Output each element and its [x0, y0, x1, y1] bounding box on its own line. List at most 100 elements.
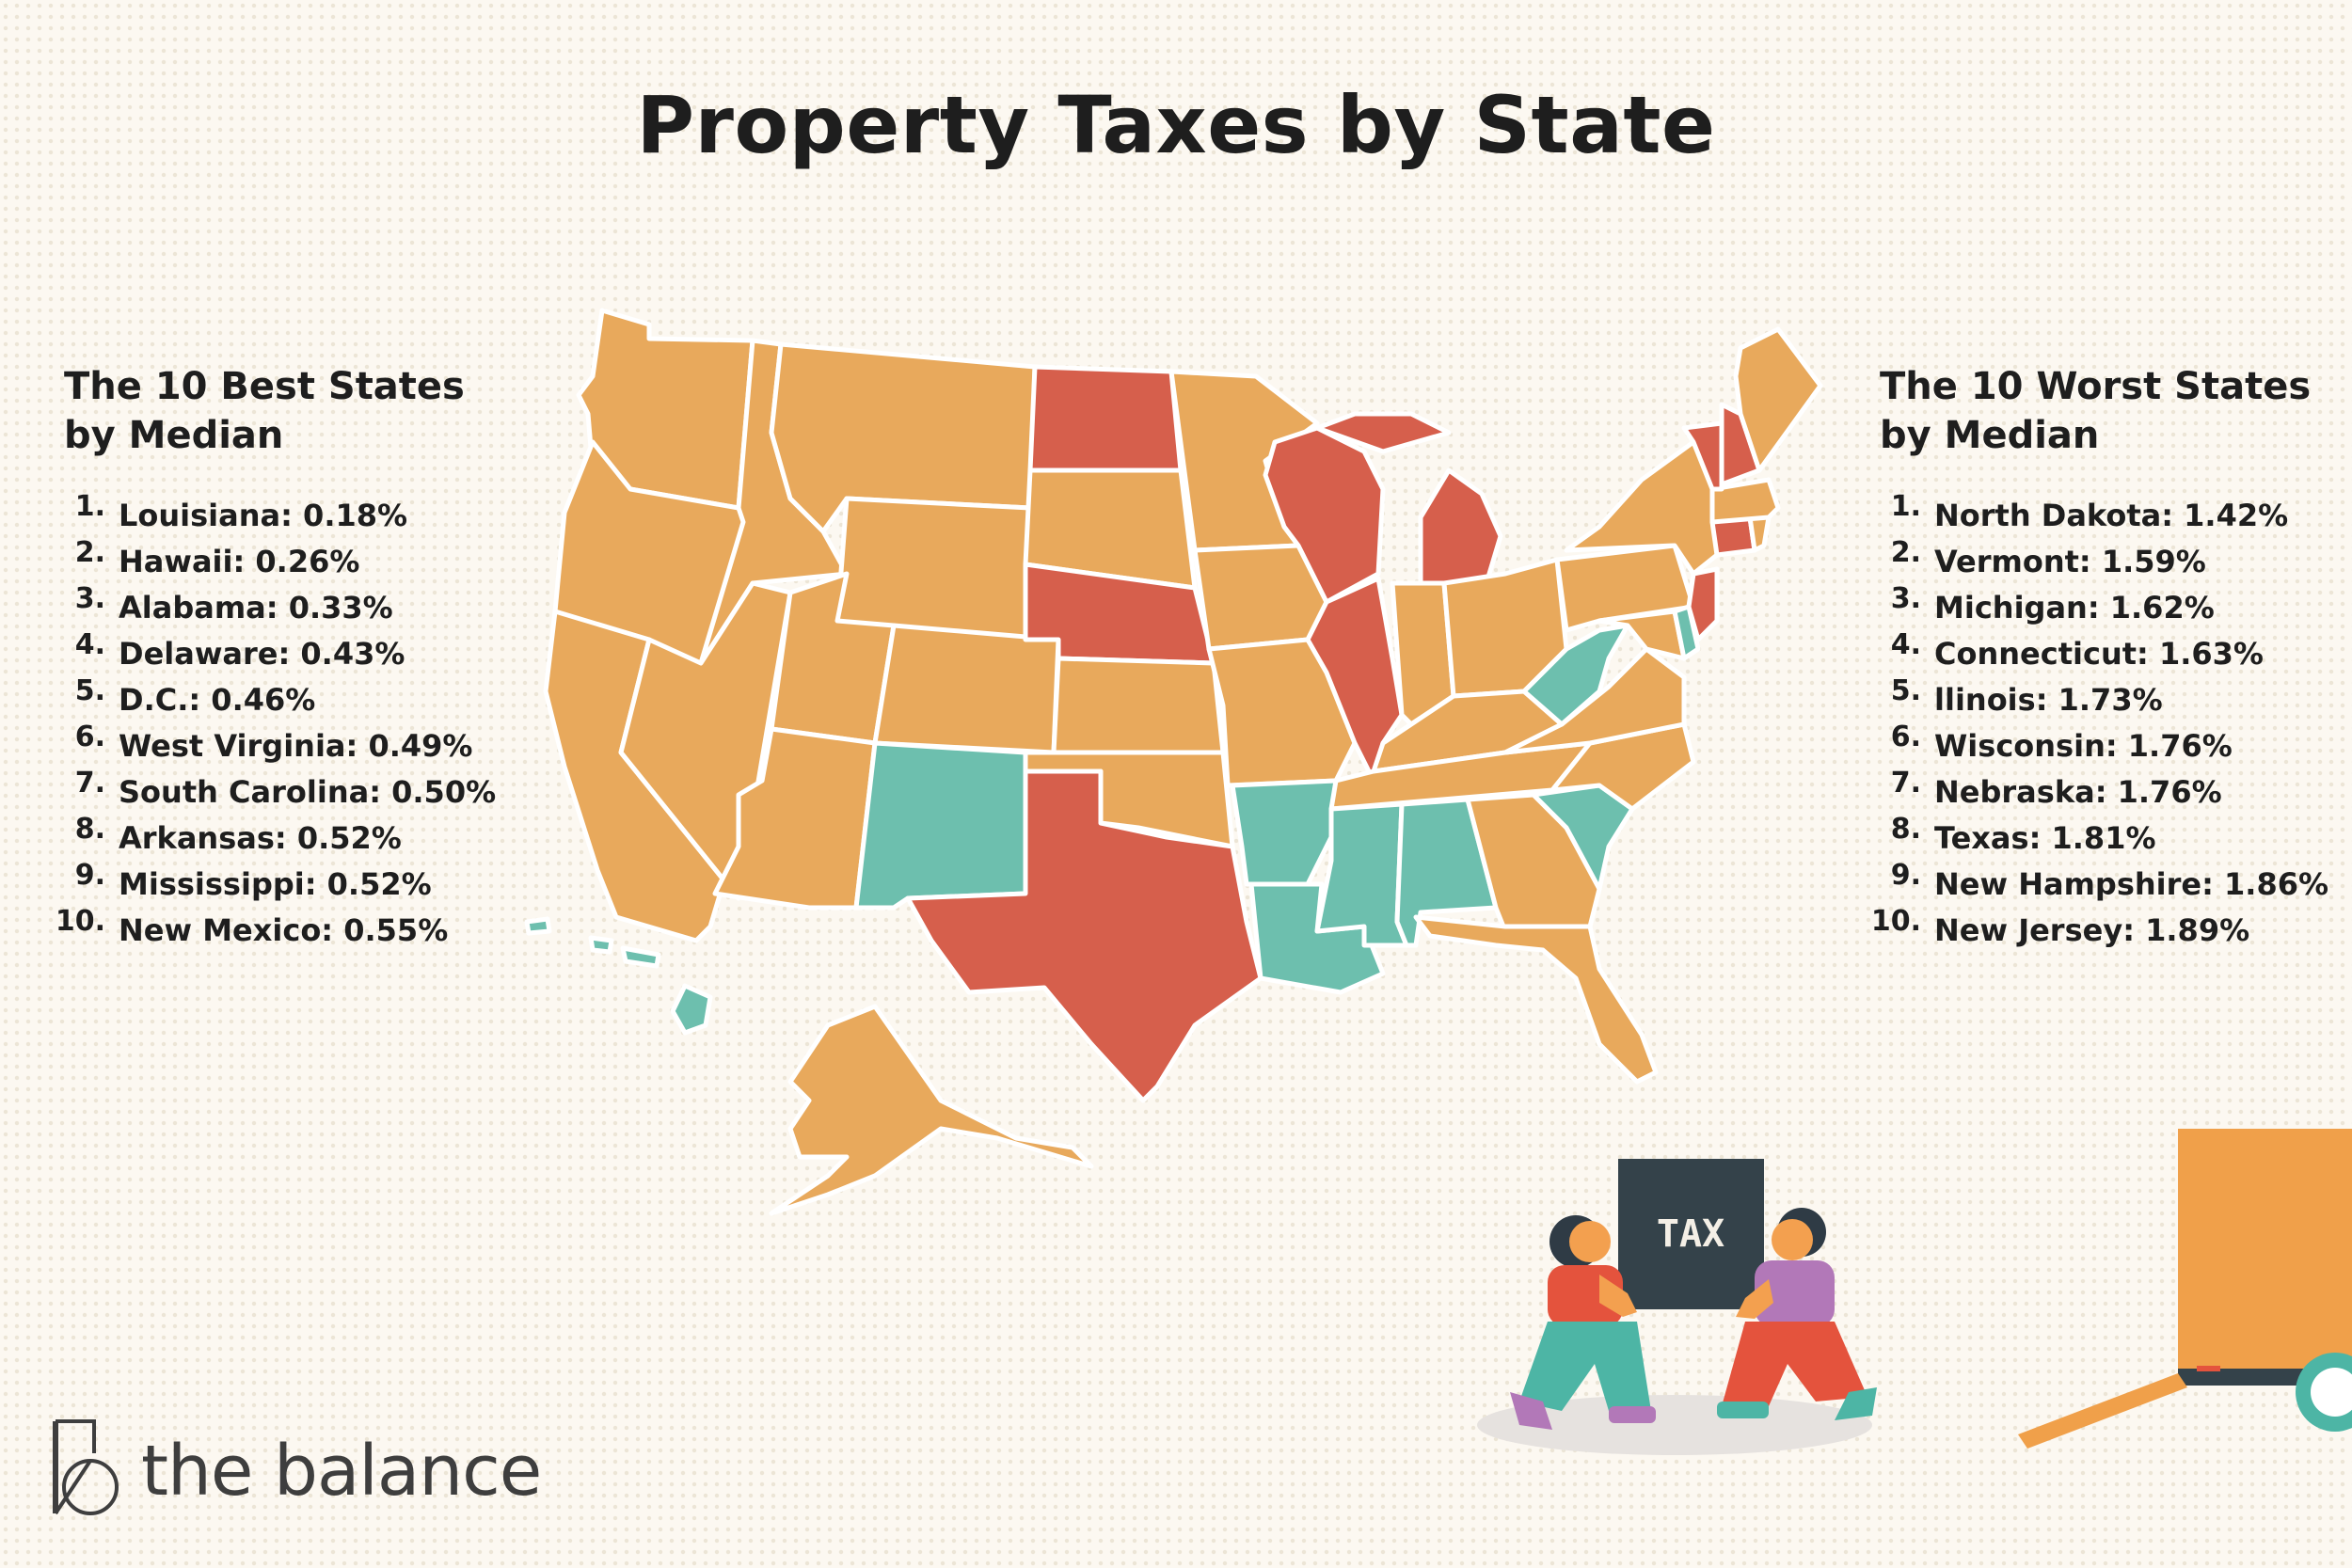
tax-box [1618, 1159, 1764, 1309]
list-item: 8. Arkansas: 0.52% [64, 813, 506, 864]
person-right-feet [1717, 1402, 1769, 1418]
truck-wheel-hub [2311, 1368, 2352, 1417]
list-item: 4. Delaware: 0.43% [64, 628, 506, 680]
rank-number: 4. [74, 628, 105, 661]
rank-text: South Carolina: 0.50% [119, 774, 497, 810]
list-item: 6. Wisconsin: 1.76% [1880, 721, 2341, 772]
list-item: 8. Texas: 1.81% [1880, 813, 2341, 864]
rank-text: New Jersey: 1.89% [1934, 912, 2250, 948]
tax-box-label: TAX [1657, 1212, 1724, 1256]
state-vermont [1681, 420, 1724, 492]
rank-text: Alabama: 0.33% [119, 590, 393, 626]
rank-text: West Virginia: 0.49% [119, 728, 473, 764]
state-florida [1413, 914, 1659, 1085]
person-left-legs [1519, 1322, 1651, 1411]
worst-states-list: 1. North Dakota: 1.42% 2. Vermont: 1.59% 3… [1871, 490, 2341, 957]
person-left-feet [1609, 1406, 1656, 1423]
brand-name: the balance [141, 1431, 542, 1512]
state-hawaii-island [588, 935, 614, 955]
brand-logo: the balance [49, 1416, 576, 1519]
rank-number: 4. [1890, 628, 1921, 661]
rank-text: New Mexico: 0.55% [119, 912, 449, 948]
rank-number: 1. [74, 490, 105, 523]
best-states-list: 1. Louisiana: 0.18% 2. Hawaii: 0.26% 3. Ala… [56, 490, 506, 957]
list-item: 10. New Mexico: 0.55% [56, 905, 506, 957]
person-right [1717, 1208, 1877, 1420]
rank-number: 6. [74, 721, 105, 753]
rank-text: Louisiana: 0.18% [119, 498, 408, 533]
state-michigan-up [1314, 411, 1452, 454]
state-hawaii-island [524, 916, 552, 936]
rank-text: llinois: 1.73% [1934, 682, 2163, 718]
best-heading-line2: by Median [64, 414, 284, 457]
list-item: 5. llinois: 1.73% [1880, 674, 2341, 726]
person-right-legs [1722, 1322, 1867, 1406]
person-left-head [1569, 1221, 1611, 1262]
rank-number: 9. [74, 859, 105, 892]
balance-logo-icon [53, 1419, 119, 1515]
state-alaska [769, 1004, 1094, 1216]
rank-text: Connecticut: 1.63% [1934, 636, 2264, 672]
person-right-head [1772, 1219, 1813, 1260]
state-maine [1733, 326, 1823, 473]
rank-text: D.C.: 0.46% [119, 682, 316, 718]
list-item: 9. New Hampshire: 1.86% [1880, 859, 2341, 911]
list-item: 3. Alabama: 0.33% [64, 582, 506, 634]
rank-text: Delaware: 0.43% [119, 636, 405, 672]
truck [2018, 1129, 2352, 1449]
worst-states-panel: The 10 Worst States by Median 1. North Da… [1871, 362, 2341, 957]
rank-text: Nebraska: 1.76% [1934, 774, 2222, 810]
person-left-feet [1510, 1392, 1552, 1430]
rank-number: 2. [74, 536, 105, 569]
worst-states-heading: The 10 Worst States by Median [1880, 362, 2341, 460]
ground-shadow [1477, 1395, 1872, 1455]
truck-ramp [2018, 1373, 2187, 1449]
truck-body [2178, 1129, 2352, 1378]
rank-text: Texas: 1.81% [1934, 820, 2156, 856]
rank-text: New Hampshire: 1.86% [1934, 866, 2329, 902]
state-hawaii-big [670, 983, 713, 1036]
person-right-torso [1755, 1260, 1835, 1326]
rank-number: 10. [1870, 905, 1921, 938]
list-item: 2. Vermont: 1.59% [1880, 536, 2341, 588]
rank-number: 6. [1890, 721, 1921, 753]
rank-text: Vermont: 1.59% [1934, 544, 2206, 579]
rank-number: 5. [74, 674, 105, 707]
rank-number: 7. [1890, 767, 1921, 800]
person-left-arm [1599, 1275, 1637, 1317]
person-right-feet [1835, 1387, 1877, 1420]
list-item: 6. West Virginia: 0.49% [64, 721, 506, 772]
state-new-jersey [1686, 566, 1720, 642]
best-heading-line1: The 10 Best States [64, 365, 465, 408]
list-item: 4. Connecticut: 1.63% [1880, 628, 2341, 680]
rank-text: Arkansas: 0.52% [119, 820, 402, 856]
state-hawaii-island [620, 945, 661, 969]
rank-text: Mississippi: 0.52% [119, 866, 432, 902]
state-maryland [1597, 609, 1687, 661]
rank-number: 1. [1890, 490, 1921, 523]
list-item: 7. Nebraska: 1.76% [1880, 767, 2341, 818]
rank-text: Hawaii: 0.26% [119, 544, 360, 579]
list-item: 1. Louisiana: 0.18% [64, 490, 506, 542]
best-states-heading: The 10 Best States by Median [64, 362, 506, 460]
list-item: 2. Hawaii: 0.26% [64, 536, 506, 588]
list-item: 10. New Jersey: 1.89% [1871, 905, 2341, 957]
rank-text: Wisconsin: 1.76% [1934, 728, 2233, 764]
rank-number: 10. [55, 905, 105, 938]
person-right-arm [1736, 1279, 1773, 1319]
worst-heading-line1: The 10 Worst States [1880, 365, 2312, 408]
rank-number: 2. [1890, 536, 1921, 569]
list-item: 1. North Dakota: 1.42% [1880, 490, 2341, 542]
rank-number: 8. [74, 813, 105, 846]
list-item: 9. Mississippi: 0.52% [64, 859, 506, 911]
state-delaware [1672, 604, 1701, 661]
person-left [1510, 1215, 1656, 1430]
rank-number: 5. [1890, 674, 1921, 707]
rank-number: 8. [1890, 813, 1921, 846]
list-item: 7. South Carolina: 0.50% [64, 767, 506, 818]
rank-number: 3. [74, 582, 105, 615]
state-massachusetts [1709, 477, 1781, 525]
state-west-virginia [1521, 623, 1630, 727]
rank-text: North Dakota: 1.42% [1934, 498, 2289, 533]
